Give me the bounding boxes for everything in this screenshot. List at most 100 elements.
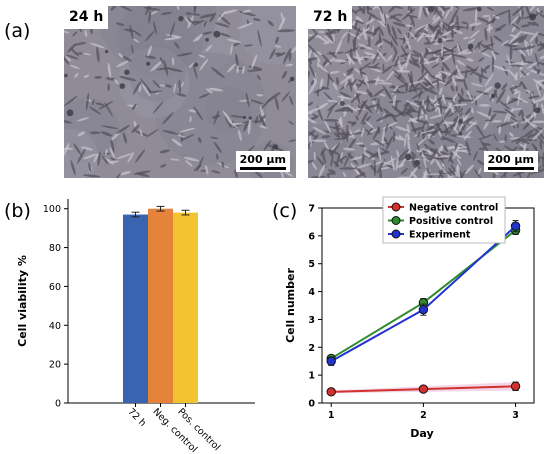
micrograph-cell [492,51,500,55]
micrograph-cell [440,6,446,12]
micrograph-cell [410,120,417,134]
micrograph-cell [528,95,540,99]
micrograph-cell [481,142,492,146]
micrograph-cell [434,73,441,78]
micrograph-cell [438,6,444,14]
micrograph-cell [425,47,429,56]
micrograph-cell [123,56,132,62]
micrograph-cell [185,160,193,167]
micrograph-cell [504,108,516,118]
micrograph-cell [475,123,485,138]
micrograph-cell [377,6,384,16]
micrograph-cell [319,102,329,108]
micrograph-cell [495,27,502,31]
micrograph-cell [224,116,232,128]
micrograph-cell [176,6,180,10]
micrograph-cell [448,45,458,53]
micrograph-cell [394,74,408,86]
micrograph-cell [410,34,421,40]
micrograph-cell [377,147,382,161]
micrograph-cell [421,64,425,75]
micrograph-cell [444,108,452,119]
micrograph-cell [510,121,519,126]
micrograph-cell [351,58,359,62]
line-y-tick-label: 1 [308,371,315,382]
micrograph-cell [529,31,539,43]
micrograph-cell [146,88,153,93]
micrograph-cell [395,13,403,16]
micrograph-cell [330,153,334,167]
micrograph-cell [406,132,411,141]
micrograph-cell [104,148,108,156]
micrograph-cell [176,93,187,97]
micrograph-cell [411,91,426,100]
micrograph-cell [317,63,328,73]
micrograph-cell [449,22,456,27]
micrograph-cell [138,84,142,93]
micrograph-cell [308,111,313,114]
micrograph-cell [467,121,478,125]
micrograph-cell [535,81,541,98]
micrograph-debris [146,61,151,66]
micrograph-cell [439,151,450,156]
micrograph-cell [397,83,409,88]
micrograph-cell [96,46,100,63]
micrograph-cell [451,93,458,102]
micrograph-cell [333,132,340,138]
micrograph-cell [440,138,447,140]
micrograph-cell [366,11,382,21]
micrograph-cell [397,28,402,35]
micrograph-cell [435,122,443,134]
micrograph-cell [373,159,376,177]
micrograph-cell [354,20,358,30]
micrograph-cell [441,66,445,84]
micrograph-cell [456,135,472,138]
micrograph-cell [95,102,105,106]
micrograph-cell [110,6,117,11]
micrograph-cell [488,16,491,34]
micrograph-cell [176,52,193,57]
series-point [510,221,521,231]
micrograph-cell [245,92,250,108]
micrograph-cell [109,146,116,160]
micrograph-cell [484,72,495,88]
micrograph-cell [427,123,430,130]
micrograph-cell [491,49,497,61]
micrograph-cell [341,129,348,138]
micrograph-debris [529,13,537,21]
micrograph-cell [458,107,464,114]
micrograph-cell [379,93,386,97]
micrograph-cell [456,99,475,102]
micrograph-cell [141,83,151,97]
micrograph-cell [256,93,264,97]
micrograph-cell [351,132,363,135]
micrograph-cell [93,153,99,163]
line-y-axis-label: Cell number [284,268,297,343]
micrograph-cell [420,154,430,162]
micrograph-cell [230,115,245,118]
micrograph-cell [525,114,532,119]
bar-y-tick-label: 0 [55,399,61,410]
micrograph-cell [69,47,80,57]
micrograph-cell [455,164,459,178]
micrograph-cell [416,131,421,138]
micrograph-cell [366,80,378,84]
micrograph-cell [491,55,495,73]
micrograph-cell [369,67,382,73]
micrograph-cell [130,44,134,54]
micrograph-cell [113,172,121,178]
micrograph-cell [522,116,535,131]
micrograph-cell [320,147,326,156]
micrograph-cell [82,153,98,160]
micrograph-cell [371,27,380,37]
micrograph-cell [398,135,406,142]
micrograph-cell [237,22,254,30]
micrograph-cell [467,38,476,44]
panel-label-b: (b) [4,200,31,222]
micrograph-debris [413,160,420,167]
micrograph-cell [448,67,460,80]
micrograph-cell [454,142,458,151]
bar-y-tick-label: 20 [49,360,61,371]
micrograph-cell [401,8,416,21]
